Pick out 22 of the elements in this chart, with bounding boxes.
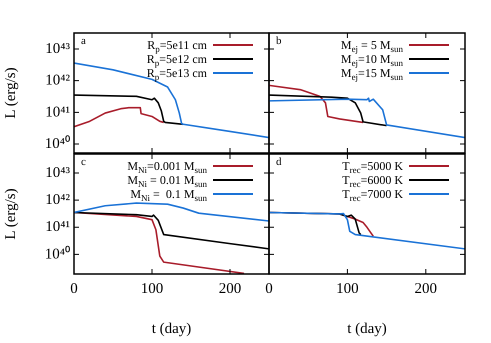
annotation: a (81, 35, 86, 47)
annotation: c (81, 156, 86, 168)
x-tick-label: 200 (414, 280, 438, 297)
x-tick-label: 100 (336, 280, 359, 297)
y-tick-label: 10⁴¹ (45, 104, 70, 120)
y-tick-label: 10⁴² (45, 192, 70, 208)
annotation: b (276, 35, 282, 47)
x-tick-label: 100 (140, 280, 164, 297)
annotation: d (276, 156, 282, 168)
y-tick-label: 10⁴¹ (45, 219, 70, 236)
x-tick-label: 0 (70, 280, 78, 297)
x-tick-label: 200 (218, 280, 242, 297)
y-tick-label: 10⁴³ (45, 40, 70, 57)
x-axis-title: t (day) (152, 320, 192, 337)
y-tick-label: 10⁴⁰ (44, 245, 70, 262)
x-tick-label: 0 (265, 280, 273, 297)
y-axis-title: L (erg/s) (2, 188, 19, 240)
y-tick-label: 10⁴³ (45, 164, 70, 181)
x-axis-title: t (day) (347, 320, 387, 337)
y-axis-title: L (erg/s) (2, 67, 19, 119)
y-tick-label: 10⁴⁰ (44, 134, 70, 152)
y-tick-label: 10⁴² (45, 72, 70, 89)
